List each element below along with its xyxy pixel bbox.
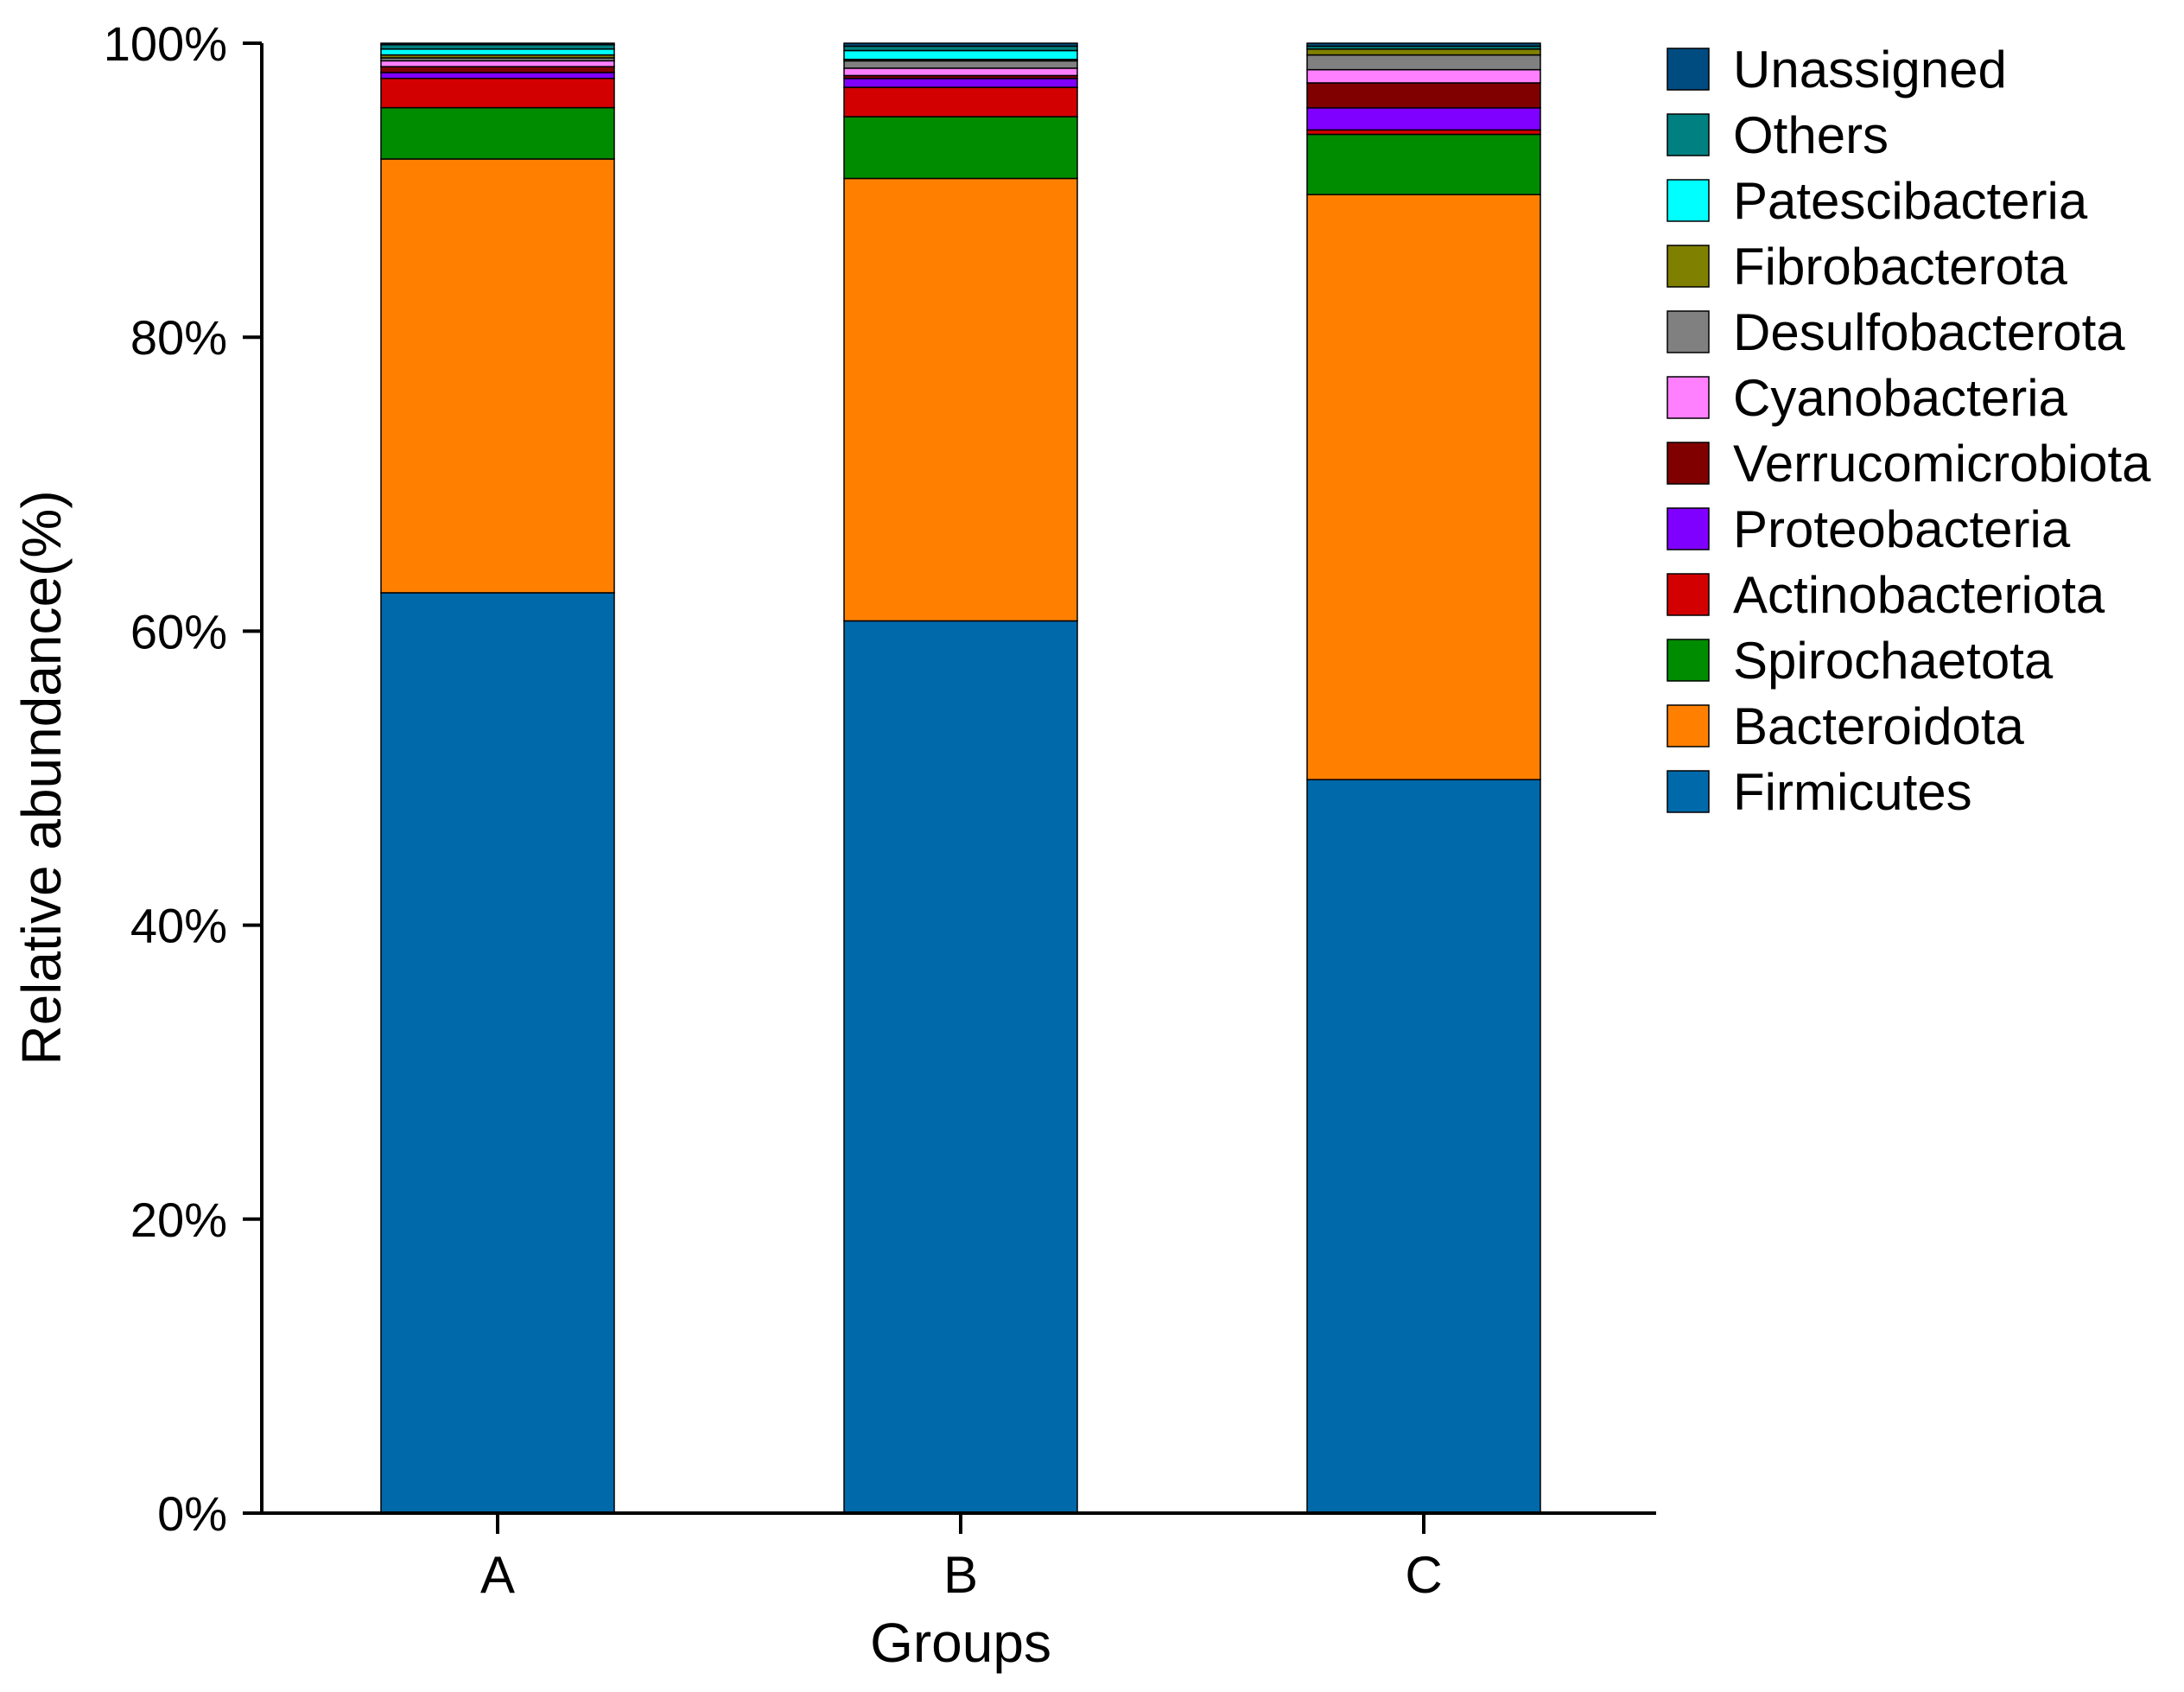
y-tick-label: 100% <box>104 16 227 71</box>
y-axis-title: Relative abundance(%) <box>10 490 73 1065</box>
bar-stack-B <box>843 42 1078 1514</box>
bar-segment-B-actinobacteriota <box>843 86 1078 118</box>
legend-item-proteobacteria: Proteobacteria <box>1667 500 2071 558</box>
legend-item-firmicutes: Firmicutes <box>1667 763 1972 821</box>
legend-item-desulfobacterota: Desulfobacterota <box>1667 303 2125 361</box>
x-tick-label-A: A <box>480 1546 515 1604</box>
legend-label-patescibacteria: Patescibacteria <box>1733 172 2088 230</box>
bar-segment-B-others <box>843 45 1078 52</box>
x-tick-label-B: B <box>943 1546 978 1604</box>
legend-label-cyanobacteria: Cyanobacteria <box>1733 369 2068 427</box>
legend-label-bacteroidota: Bacteroidota <box>1733 697 2025 755</box>
bar-segment-B-proteobacteria <box>843 78 1078 88</box>
legend-label-firmicutes: Firmicutes <box>1733 763 1972 821</box>
y-tick-label: 80% <box>130 310 227 365</box>
legend-item-verrucomicrobiota: Verrucomicrobiota <box>1667 435 2151 493</box>
legend-swatch-firmicutes <box>1667 770 1710 813</box>
legend-item-actinobacteriota: Actinobacteriota <box>1667 566 2105 624</box>
legend-label-unassigned: Unassigned <box>1733 41 2007 99</box>
legend-label-fibrobacterota: Fibrobacterota <box>1733 238 2067 296</box>
legend-label-spirochaetota: Spirochaetota <box>1733 632 2054 690</box>
legend-swatch-actinobacteriota <box>1667 573 1710 616</box>
bar-stack-C <box>1306 42 1541 1514</box>
legend-label-verrucomicrobiota: Verrucomicrobiota <box>1733 435 2151 493</box>
bar-segment-B-cyanobacteria <box>843 67 1078 77</box>
x-ticks: A B C <box>480 1513 1443 1604</box>
legend-swatch-spirochaetota <box>1667 639 1710 682</box>
legend-label-others: Others <box>1733 106 1889 164</box>
bar-segment-C-unassigned <box>1306 42 1541 48</box>
legend-item-bacteroidota: Bacteroidota <box>1667 697 2025 755</box>
legend-swatch-patescibacteria <box>1667 179 1710 222</box>
bar-segment-C-verrucomicrobiota <box>1306 82 1541 109</box>
legend-item-patescibacteria: Patescibacteria <box>1667 172 2088 230</box>
bar-segment-A-verrucomicrobiota <box>380 66 615 73</box>
legend-label-actinobacteriota: Actinobacteriota <box>1733 566 2105 624</box>
bars-layer <box>380 42 1541 1514</box>
bar-segment-A-cyanobacteria <box>380 60 615 67</box>
legend-swatch-verrucomicrobiota <box>1667 442 1710 485</box>
legend-swatch-fibrobacterota <box>1667 245 1710 288</box>
bar-segment-C-fibrobacterota <box>1306 48 1541 56</box>
y-tick-label: 0% <box>157 1486 227 1541</box>
x-tick-label-C: C <box>1405 1546 1442 1604</box>
bar-segment-C-spirochaetota <box>1306 133 1541 195</box>
bar-segment-A-spirochaetota <box>380 106 615 160</box>
bar-segment-C-firmicutes <box>1306 779 1541 1514</box>
legend-item-unassigned: Unassigned <box>1667 41 2007 99</box>
legend-item-others: Others <box>1667 106 1889 164</box>
bar-segment-B-bacteroidota <box>843 177 1078 622</box>
bar-segment-B-unassigned <box>843 42 1078 48</box>
bar-segment-A-actinobacteriota <box>380 77 615 109</box>
legend: Unassigned Others Patescibacteria Fibrobact… <box>1667 41 2151 821</box>
x-axis-title: Groups <box>870 1612 1051 1674</box>
legend-item-cyanobacteria: Cyanobacteria <box>1667 369 2068 427</box>
bar-segment-A-firmicutes <box>380 592 615 1514</box>
legend-label-desulfobacterota: Desulfobacterota <box>1733 303 2125 361</box>
legend-swatch-unassigned <box>1667 48 1710 91</box>
bar-segment-A-patescibacteria <box>380 48 615 56</box>
y-tick-label: 60% <box>130 604 227 658</box>
bar-segment-C-proteobacteria <box>1306 107 1541 131</box>
bar-segment-C-actinobacteriota <box>1306 129 1541 136</box>
y-ticks: 0% 20% 40% 60% 80% 100% <box>104 16 262 1541</box>
legend-swatch-cyanobacteria <box>1667 376 1710 419</box>
bar-segment-C-bacteroidota <box>1306 194 1541 780</box>
legend-item-fibrobacterota: Fibrobacterota <box>1667 238 2067 296</box>
legend-label-proteobacteria: Proteobacteria <box>1733 500 2071 558</box>
bar-segment-C-cyanobacteria <box>1306 68 1541 84</box>
bar-segment-B-spirochaetota <box>843 116 1078 180</box>
y-tick-label: 40% <box>130 899 227 953</box>
legend-swatch-proteobacteria <box>1667 507 1710 550</box>
bar-segment-A-unassigned <box>380 42 615 46</box>
legend-item-spirochaetota: Spirochaetota <box>1667 632 2054 690</box>
legend-swatch-desulfobacterota <box>1667 310 1710 353</box>
bar-segment-C-desulfobacterota <box>1306 54 1541 71</box>
bar-segment-B-firmicutes <box>843 620 1078 1514</box>
bar-segment-A-bacteroidota <box>380 158 615 594</box>
y-tick-label: 20% <box>130 1193 227 1247</box>
bar-segment-B-desulfobacterota <box>843 60 1078 69</box>
bar-segment-A-others <box>380 43 615 50</box>
legend-swatch-bacteroidota <box>1667 704 1710 747</box>
legend-swatch-others <box>1667 113 1710 156</box>
bar-stack-A <box>380 42 615 1514</box>
bar-segment-B-patescibacteria <box>843 49 1078 60</box>
bar-segment-A-proteobacteria <box>380 72 615 80</box>
